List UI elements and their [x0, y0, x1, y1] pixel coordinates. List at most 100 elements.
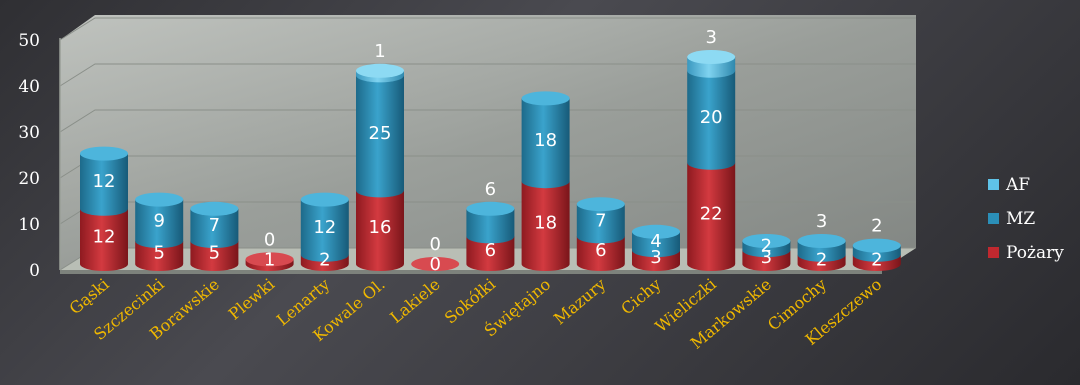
gridline: [59, 63, 916, 87]
x-category-label: Mazury: [550, 275, 609, 329]
y-tick-label: 50: [18, 31, 40, 51]
bar-group: 2 12: [300, 192, 349, 271]
bar-segment: [135, 241, 184, 271]
data-label: 0: [264, 229, 275, 250]
x-category-label: Gąski: [66, 275, 113, 319]
data-label: 12: [93, 171, 116, 192]
bar-cap: [190, 201, 239, 216]
bar-group: 67: [576, 197, 625, 271]
bar-cap: [466, 201, 515, 216]
bar-cap: [411, 257, 460, 271]
bar-group: 32: [742, 234, 791, 271]
legend-label: AF: [1005, 175, 1030, 195]
y-tick-label: 10: [18, 215, 40, 235]
bar-segment: [80, 153, 128, 216]
data-label: 1: [374, 41, 385, 62]
gridline: [59, 109, 916, 133]
data-label: 12: [93, 226, 116, 247]
legend-label: MZ: [1006, 209, 1035, 229]
data-label: 2: [871, 249, 882, 270]
data-label: 12: [313, 217, 336, 238]
bar-segment: [300, 199, 349, 262]
y-tick-label: 30: [18, 123, 40, 143]
y-tick-label: 40: [18, 77, 40, 97]
x-category-label: Plewki: [225, 275, 278, 324]
bar-segment: [356, 75, 404, 198]
bar-cap: [80, 146, 128, 161]
data-label: 2: [816, 249, 827, 270]
y-tick-label: 20: [18, 169, 40, 189]
data-label: 4: [650, 231, 661, 252]
bar-group: 34: [632, 224, 680, 271]
data-label: 0: [429, 234, 440, 255]
bar-segment: [632, 231, 680, 258]
bar-cap: [300, 192, 349, 207]
data-label: 7: [595, 210, 606, 231]
bar-group: 57: [190, 201, 239, 271]
data-label: 16: [369, 217, 392, 238]
bar-group: 12 12: [80, 146, 128, 271]
bar-cap: [852, 238, 901, 253]
legend-swatch: [988, 213, 999, 224]
data-label: 3: [705, 27, 716, 48]
data-label: 3: [761, 247, 772, 268]
bar-cap: [742, 234, 791, 248]
data-label: 0: [429, 254, 440, 275]
data-label: 18: [534, 130, 557, 151]
bar-segment: [466, 236, 515, 271]
data-label: 2: [761, 236, 772, 257]
data-label: 3: [650, 247, 661, 268]
bar-cap: [245, 252, 294, 267]
data-label: 1: [264, 249, 275, 270]
bar-group: 16 25 1: [356, 41, 404, 271]
bar-segment: [521, 98, 570, 189]
x-category-label: Lakiele: [386, 275, 443, 327]
data-label: 5: [209, 243, 220, 264]
bar-group: 22 20 3: [687, 27, 736, 271]
bar-cap: [576, 197, 625, 212]
bar-cap: [797, 234, 846, 248]
bar-segment: [521, 181, 570, 271]
bar-group: 59: [135, 192, 184, 271]
x-category-label: Cichy: [617, 275, 664, 319]
bar-group: 00: [411, 234, 460, 275]
data-label: 2: [871, 216, 882, 237]
data-label: 7: [209, 215, 220, 236]
data-label: 6: [485, 240, 496, 261]
data-label: 5: [153, 243, 164, 264]
y-tick-label: 0: [29, 261, 40, 281]
bar-segment: [687, 70, 736, 170]
data-label: 18: [534, 213, 557, 234]
bar-segment: [135, 199, 184, 249]
bar-segment: [356, 190, 404, 271]
legend-label: Pożary: [1006, 243, 1064, 263]
bar-cap: [356, 63, 404, 78]
data-label: 3: [816, 211, 827, 232]
bar-segment: [466, 208, 515, 244]
gridline: [59, 17, 916, 41]
bar-cap: [632, 224, 680, 239]
legend-swatch: [988, 179, 999, 190]
data-label: 6: [485, 179, 496, 200]
bar-cap: [687, 50, 736, 64]
legend-swatch: [988, 247, 999, 258]
bar-cap: [135, 192, 184, 207]
bar-segment: [190, 241, 239, 271]
bar-group: 10: [245, 229, 294, 271]
bar-segment: [80, 208, 128, 271]
data-label: 22: [700, 203, 723, 224]
bar-segment: [576, 236, 625, 271]
data-label: 6: [595, 240, 606, 261]
legend: AF MZ Pożary: [988, 175, 1064, 263]
bar-group: 66: [466, 179, 515, 271]
bar-segment: [687, 162, 736, 271]
bar-group: 22: [852, 216, 901, 271]
data-label: 9: [153, 210, 164, 231]
data-label: 25: [369, 123, 392, 144]
data-label: 20: [700, 107, 723, 128]
bar-segment: [190, 208, 239, 249]
